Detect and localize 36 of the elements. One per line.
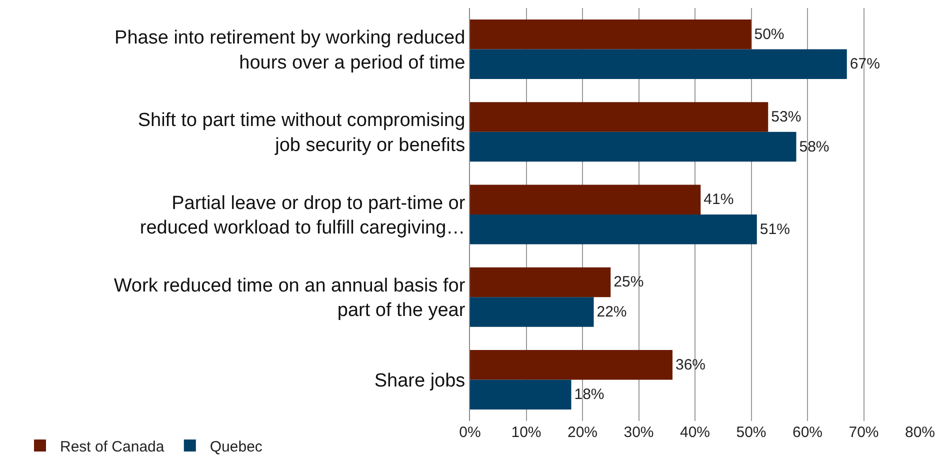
x-tick-label: 60%	[792, 424, 823, 441]
data-label: 58%	[799, 138, 830, 156]
legend-label: Rest of Canada	[60, 438, 165, 456]
bar	[470, 297, 594, 327]
bar	[470, 380, 572, 410]
data-label: 41%	[704, 191, 734, 208]
bar	[470, 184, 701, 214]
data-label: 67%	[850, 56, 880, 73]
y-tick-label: Share jobs	[374, 370, 466, 392]
x-tick-label: 0%	[459, 424, 481, 441]
y-tick-label: Phase into retirement by working reduced hours over a period of time	[114, 28, 466, 74]
data-label: 36%	[676, 356, 706, 374]
x-tick-label: 80%	[904, 424, 936, 441]
bar	[470, 267, 611, 298]
y-tick-label: Partial leave or drop to part-time or reduced workload to fulfill caregiving…	[140, 192, 466, 238]
y-tick-label: Shift to part time without compromising job security or benefits	[138, 110, 466, 156]
bar	[470, 20, 752, 50]
bar	[470, 102, 768, 132]
data-label: 51%	[760, 220, 790, 238]
x-tick-label: 10%	[511, 424, 542, 441]
data-label: 53%	[771, 108, 802, 126]
legend-label: Quebec	[210, 438, 263, 456]
bar	[470, 214, 757, 244]
bar	[470, 350, 672, 380]
bar	[470, 49, 847, 80]
data-label: 22%	[596, 303, 627, 320]
y-tick-label: Work reduced time on an annual basis for part of the year	[114, 275, 466, 322]
x-tick-label: 40%	[680, 424, 710, 441]
x-tick-label: 70%	[848, 424, 879, 441]
x-tick-label: 20%	[567, 424, 598, 441]
data-label: 25%	[614, 274, 644, 291]
x-tick-label: 30%	[624, 424, 654, 441]
data-label: 50%	[754, 26, 784, 43]
bar	[470, 132, 796, 162]
data-label: 18%	[574, 386, 604, 404]
x-tick-label: 50%	[736, 424, 766, 441]
